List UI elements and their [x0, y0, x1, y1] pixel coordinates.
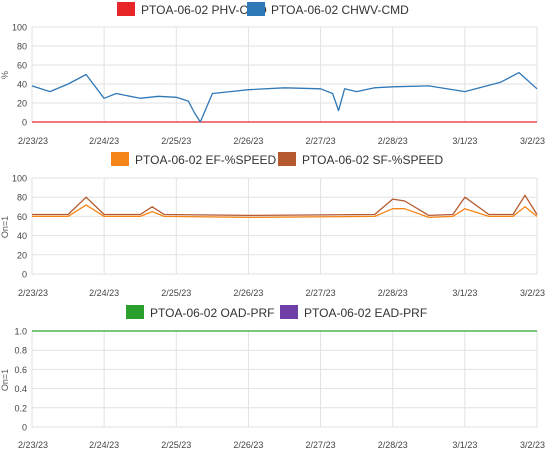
y-tick-label: 20	[17, 99, 27, 109]
x-tick-label: 2/26/23	[233, 136, 263, 146]
legend-label: PTOA-06-02 CHWV-CMD	[271, 3, 409, 17]
legend-label: PTOA-06-02 EAD-PRF	[304, 306, 427, 320]
x-tick-label: 2/26/23	[233, 288, 263, 298]
x-tick-label: 2/24/23	[89, 136, 119, 146]
legend-swatch	[247, 2, 265, 16]
legend-label: PTOA-06-02 OAD-PRF	[150, 306, 274, 320]
chart-panel-3: PTOA-06-02 OAD-PRF PTOA-06-02 EAD-PRF On=1…	[0, 305, 545, 450]
x-tick-label: 2/24/23	[89, 288, 119, 298]
y-tick-label: 20	[17, 250, 27, 260]
x-tick-label: 2/24/23	[89, 440, 119, 450]
legend-swatch	[280, 305, 298, 319]
y-axis-title: On=1	[0, 216, 10, 238]
y-tick-label: 80	[17, 193, 27, 203]
legend-swatch	[278, 152, 296, 166]
legend-swatch	[117, 2, 135, 16]
x-tick-label: 3/2/23	[520, 288, 545, 298]
legend-label: PTOA-06-02 EF-%SPEED	[135, 153, 276, 167]
legend-swatch	[126, 305, 144, 319]
x-tick-label: 2/25/23	[161, 440, 191, 450]
y-tick-label: 1.0	[14, 327, 27, 337]
x-tick-label: 2/25/23	[161, 136, 191, 146]
legend-label: PTOA-06-02 PHV-CMD	[141, 3, 267, 17]
y-tick-label: 100	[12, 174, 27, 184]
y-tick-label: 0.4	[14, 384, 27, 394]
y-tick-label: 0	[22, 423, 27, 433]
series-line	[31, 71, 538, 123]
y-tick-label: 0.8	[14, 346, 27, 356]
series-line	[32, 194, 538, 217]
y-tick-label: 60	[17, 61, 27, 71]
y-tick-label: 100	[12, 23, 27, 33]
x-tick-label: 2/23/23	[18, 440, 48, 450]
y-tick-label: 0	[22, 270, 27, 280]
x-tick-label: 3/1/23	[452, 288, 477, 298]
y-tick-label: 0	[22, 118, 27, 128]
x-tick-label: 3/2/23	[520, 440, 545, 450]
chart-panel-2: PTOA-06-02 EF-%SPEED PTOA-06-02 SF-%SPEED…	[0, 152, 545, 298]
x-tick-label: 2/28/23	[378, 440, 408, 450]
x-tick-label: 2/27/23	[306, 288, 336, 298]
y-axis-title: On=1	[0, 369, 10, 391]
x-tick-label: 2/27/23	[306, 136, 336, 146]
y-tick-label: 80	[17, 42, 27, 52]
x-tick-label: 2/23/23	[18, 136, 48, 146]
legend-swatch	[111, 152, 129, 166]
x-tick-label: 2/23/23	[18, 288, 48, 298]
x-tick-label: 3/2/23	[520, 136, 545, 146]
y-axis-title: %	[0, 71, 10, 79]
legend-label: PTOA-06-02 SF-%SPEED	[302, 153, 443, 167]
series-line	[32, 204, 538, 219]
x-tick-label: 3/1/23	[452, 440, 477, 450]
y-tick-label: 0.6	[14, 365, 27, 375]
x-tick-label: 2/27/23	[306, 440, 336, 450]
chart-panel-1: PTOA-06-02 PHV-CMD PTOA-06-02 CHWV-CMD% 0 2…	[0, 2, 545, 146]
x-tick-label: 2/28/23	[378, 288, 408, 298]
x-tick-label: 2/28/23	[378, 136, 408, 146]
x-tick-label: 2/26/23	[233, 440, 263, 450]
x-tick-label: 3/1/23	[452, 136, 477, 146]
y-tick-label: 60	[17, 212, 27, 222]
y-tick-label: 40	[17, 80, 27, 90]
y-tick-label: 0.2	[14, 403, 27, 413]
y-tick-label: 40	[17, 231, 27, 241]
x-tick-label: 2/25/23	[161, 288, 191, 298]
